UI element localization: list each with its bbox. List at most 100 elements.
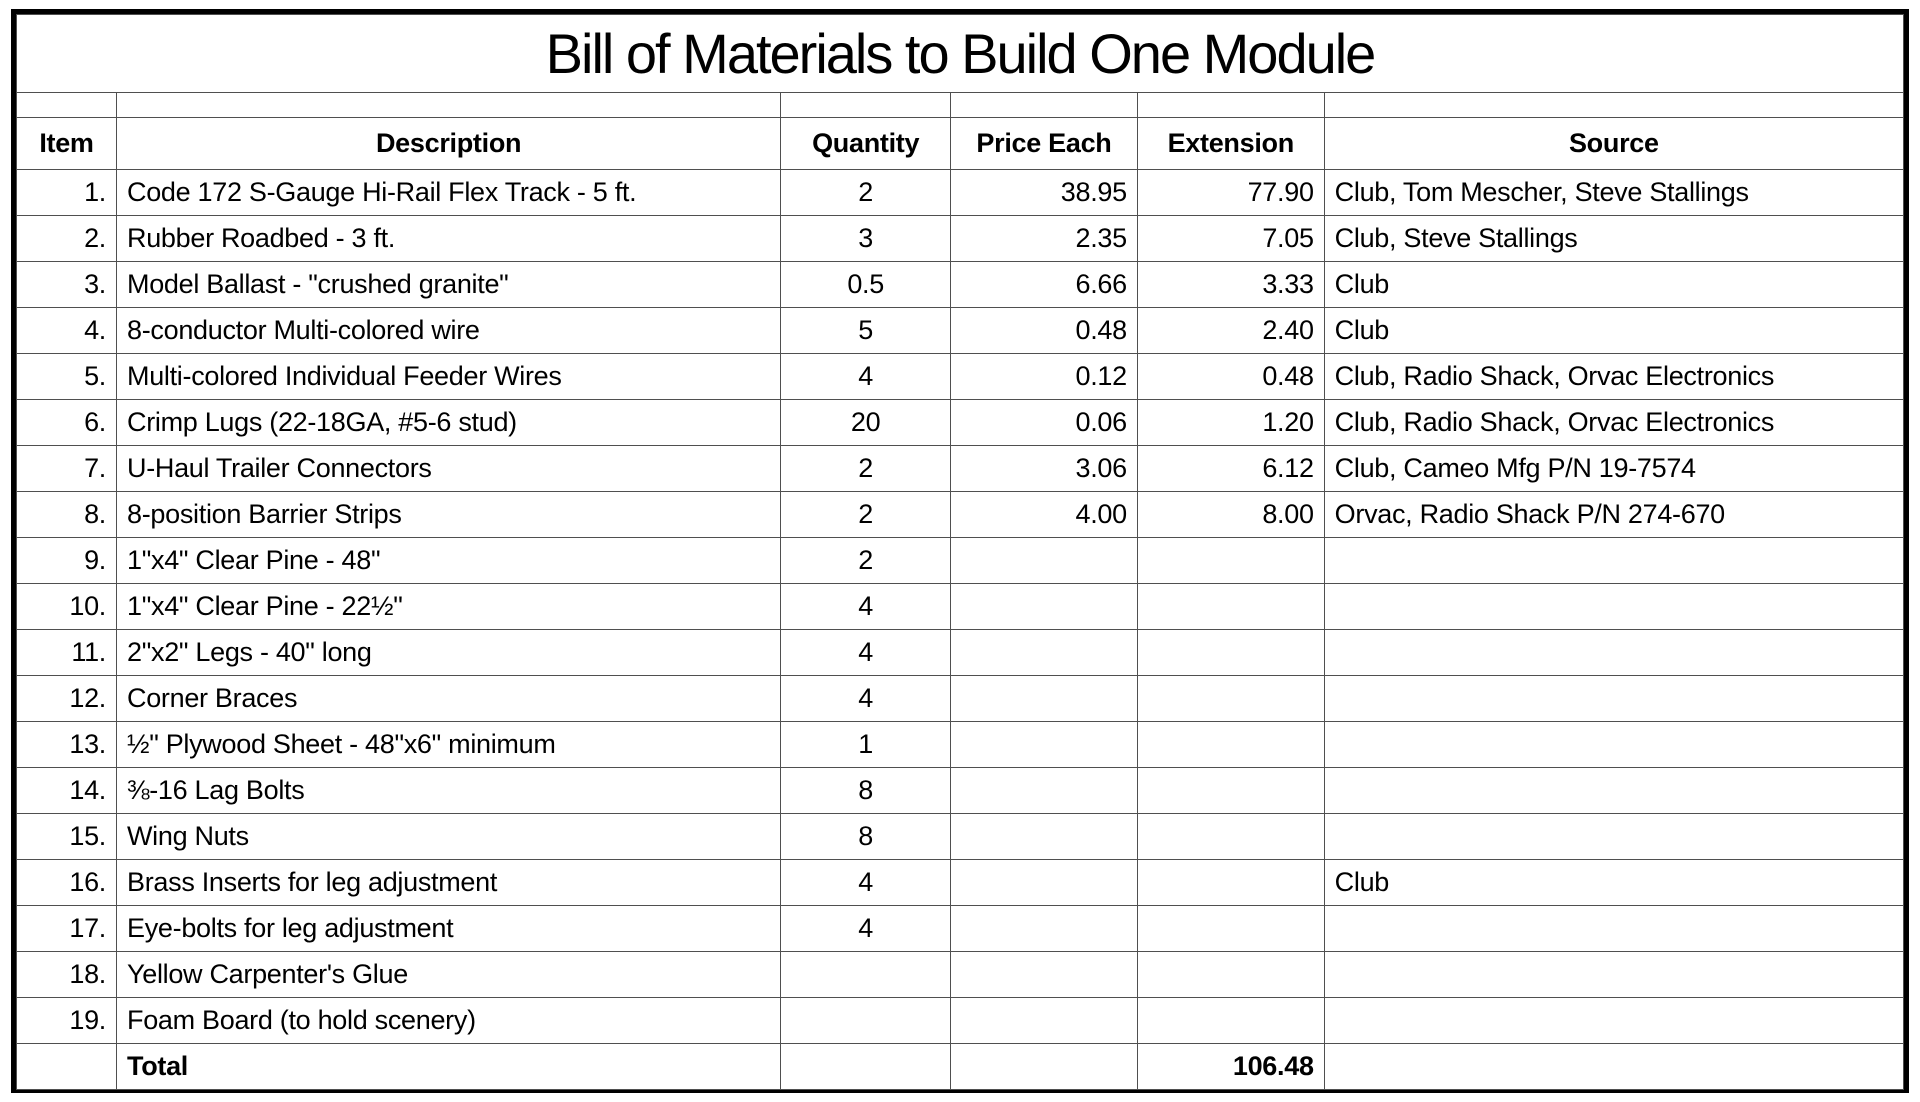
price-each-cell <box>950 813 1138 860</box>
price-each-cell <box>950 629 1138 676</box>
quantity-cell <box>780 997 952 1044</box>
table-row: 17. Eye-bolts for leg adjustment 4 <box>16 905 1905 952</box>
description-cell: 1"x4" Clear Pine - 22½" <box>115 583 782 630</box>
extension-cell <box>1136 859 1325 906</box>
table-row: 9. 1"x4" Clear Pine - 48" 2 <box>16 537 1905 584</box>
description-cell: 8-conductor Multi-colored wire <box>115 307 782 354</box>
description-cell: 1"x4" Clear Pine - 48" <box>115 537 782 584</box>
table-row: 11. 2"x2" Legs - 40" long 4 <box>16 629 1905 676</box>
table-row: 18. Yellow Carpenter's Glue <box>16 951 1905 998</box>
source-cell: Orvac, Radio Shack P/N 274-670 <box>1323 491 1905 538</box>
description-cell: Yellow Carpenter's Glue <box>115 951 782 998</box>
quantity-cell: 4 <box>780 859 952 906</box>
quantity-cell: 2 <box>780 445 952 492</box>
description-cell: ⅜-16 Lag Bolts <box>115 767 782 814</box>
quantity-cell: 8 <box>780 767 952 814</box>
column-header-extension: Extension <box>1136 117 1325 170</box>
table-row: 4. 8-conductor Multi-colored wire 5 0.48… <box>16 307 1905 354</box>
quantity-cell: 4 <box>780 905 952 952</box>
item-number-cell: 16. <box>16 859 117 906</box>
total-row: Total 106.48 <box>16 1043 1905 1090</box>
source-cell <box>1323 583 1905 630</box>
description-cell: Model Ballast - "crushed granite" <box>115 261 782 308</box>
extension-cell: 0.48 <box>1136 353 1325 400</box>
extension-cell <box>1136 951 1325 998</box>
quantity-cell: 5 <box>780 307 952 354</box>
table-row: 15. Wing Nuts 8 <box>16 813 1905 860</box>
item-number-cell: 15. <box>16 813 117 860</box>
quantity-cell <box>780 1043 952 1090</box>
description-cell: Corner Braces <box>115 675 782 722</box>
spacer-cell <box>1136 92 1325 118</box>
table-row: 10. 1"x4" Clear Pine - 22½" 4 <box>16 583 1905 630</box>
price-each-cell <box>950 997 1138 1044</box>
column-header-item: Item <box>16 117 117 170</box>
price-each-cell: 0.48 <box>950 307 1138 354</box>
item-number-cell: 4. <box>16 307 117 354</box>
header-row: Item Description Quantity Price Each Ext… <box>16 117 1905 170</box>
extension-cell <box>1136 721 1325 768</box>
spacer-row <box>16 92 1905 118</box>
quantity-cell: 20 <box>780 399 952 446</box>
quantity-cell: 2 <box>780 537 952 584</box>
item-number-cell: 11. <box>16 629 117 676</box>
source-cell: Club <box>1323 307 1905 354</box>
price-each-cell <box>950 1043 1138 1090</box>
extension-cell <box>1136 675 1325 722</box>
price-each-cell: 3.06 <box>950 445 1138 492</box>
source-cell: Club, Radio Shack, Orvac Electronics <box>1323 353 1905 400</box>
table-row: 7. U-Haul Trailer Connectors 2 3.06 6.12… <box>16 445 1905 492</box>
source-cell: Club <box>1323 859 1905 906</box>
extension-cell <box>1136 629 1325 676</box>
source-cell <box>1323 951 1905 998</box>
source-cell: Club, Radio Shack, Orvac Electronics <box>1323 399 1905 446</box>
description-cell: Eye-bolts for leg adjustment <box>115 905 782 952</box>
extension-cell: 7.05 <box>1136 215 1325 262</box>
column-header-price-each: Price Each <box>950 117 1138 170</box>
source-cell <box>1323 1043 1905 1090</box>
description-cell: Foam Board (to hold scenery) <box>115 997 782 1044</box>
source-cell: Club, Tom Mescher, Steve Stallings <box>1323 169 1905 216</box>
extension-cell <box>1136 905 1325 952</box>
price-each-cell <box>950 951 1138 998</box>
item-number-cell: 2. <box>16 215 117 262</box>
total-label-cell: Total <box>115 1043 782 1090</box>
extension-cell <box>1136 583 1325 630</box>
column-header-source: Source <box>1323 117 1905 170</box>
table-row: 3. Model Ballast - "crushed granite" 0.5… <box>16 261 1905 308</box>
extension-cell <box>1136 537 1325 584</box>
extension-cell: 3.33 <box>1136 261 1325 308</box>
item-number-cell: 17. <box>16 905 117 952</box>
price-each-cell: 6.66 <box>950 261 1138 308</box>
item-number-cell: 5. <box>16 353 117 400</box>
source-cell <box>1323 537 1905 584</box>
source-cell <box>1323 721 1905 768</box>
item-number-cell: 18. <box>16 951 117 998</box>
item-number-cell: 7. <box>16 445 117 492</box>
description-cell: 2"x2" Legs - 40" long <box>115 629 782 676</box>
table-row: 14. ⅜-16 Lag Bolts 8 <box>16 767 1905 814</box>
item-number-cell: 3. <box>16 261 117 308</box>
column-header-description: Description <box>115 117 782 170</box>
item-number-cell: 6. <box>16 399 117 446</box>
table-row: 8. 8-position Barrier Strips 2 4.00 8.00… <box>16 491 1905 538</box>
description-cell: Crimp Lugs (22-18GA, #5-6 stud) <box>115 399 782 446</box>
spacer-cell <box>780 92 952 118</box>
quantity-cell: 4 <box>780 629 952 676</box>
spacer-cell <box>1323 92 1905 118</box>
price-each-cell: 0.06 <box>950 399 1138 446</box>
table-row: 2. Rubber Roadbed - 3 ft. 3 2.35 7.05 Cl… <box>16 215 1905 262</box>
table-row: 5. Multi-colored Individual Feeder Wires… <box>16 353 1905 400</box>
extension-cell <box>1136 997 1325 1044</box>
extension-cell <box>1136 813 1325 860</box>
price-each-cell <box>950 859 1138 906</box>
quantity-cell: 2 <box>780 491 952 538</box>
column-header-quantity: Quantity <box>780 117 952 170</box>
item-number-cell <box>16 1043 117 1090</box>
item-number-cell: 1. <box>16 169 117 216</box>
table-frame: Bill of Materials to Build One Module It… <box>11 9 1909 1093</box>
description-cell: Brass Inserts for leg adjustment <box>115 859 782 906</box>
item-number-cell: 13. <box>16 721 117 768</box>
spacer-cell <box>950 92 1138 118</box>
